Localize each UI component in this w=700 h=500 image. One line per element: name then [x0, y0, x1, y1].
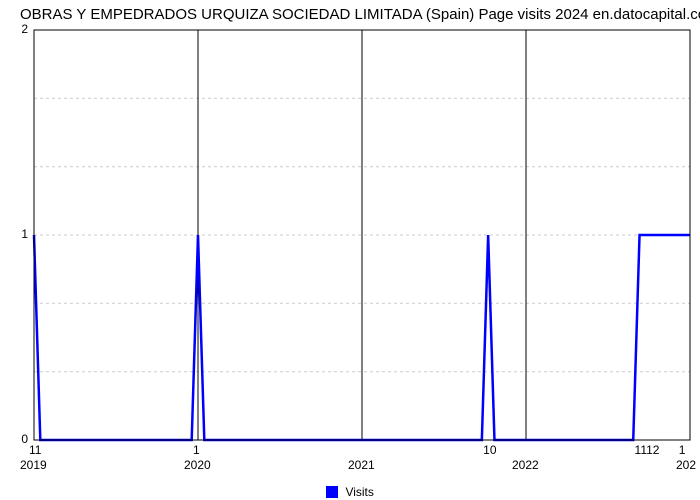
legend-swatch	[326, 486, 338, 498]
x-tick-label: 2022	[512, 458, 539, 472]
y-tick-label: 2	[21, 22, 28, 36]
value-label: 11	[29, 443, 41, 457]
y-tick-label: 1	[21, 227, 28, 241]
value-label: 1	[193, 443, 200, 457]
value-label: 1112	[635, 443, 660, 457]
x-tick-label: 2020	[184, 458, 211, 472]
chart-legend: Visits	[0, 484, 700, 499]
chart-container: { "title": "OBRAS Y EMPEDRADOS URQUIZA S…	[0, 0, 700, 500]
x-tick-label: 2021	[348, 458, 375, 472]
y-tick-label: 0	[21, 432, 28, 446]
chart-plot	[0, 0, 700, 500]
legend-label: Visits	[345, 485, 373, 499]
value-label: 1	[679, 443, 686, 457]
x-tick-label: 202	[676, 458, 696, 472]
value-label: 10	[483, 443, 496, 457]
x-tick-label: 2019	[20, 458, 47, 472]
